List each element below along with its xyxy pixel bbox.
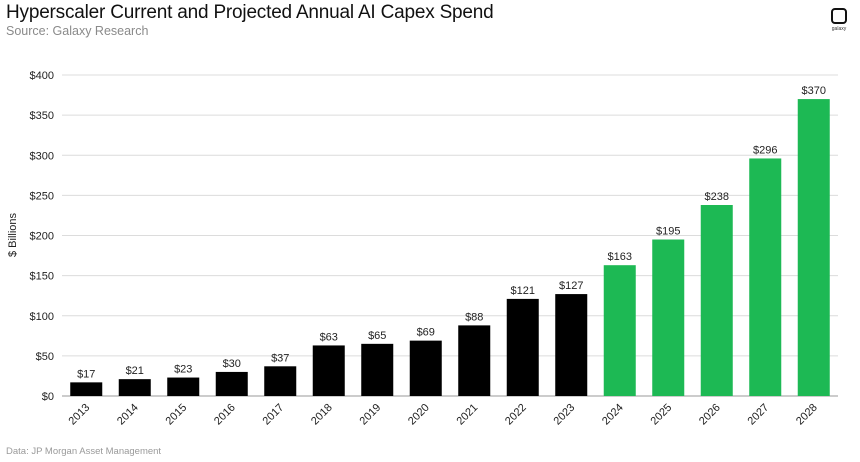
bar-2013 [70, 382, 103, 396]
x-tick-label: 2028 [794, 402, 820, 428]
y-tick-label: $0 [42, 391, 54, 403]
data-label-2013: $17 [77, 368, 95, 380]
bar-2026 [700, 205, 733, 396]
x-tick-label: 2026 [697, 402, 723, 428]
bar-2022 [506, 298, 539, 396]
data-label-2028: $370 [802, 85, 826, 97]
galaxy-logo: galaxy [826, 8, 852, 32]
y-tick-label: $400 [30, 70, 54, 82]
bar-2016 [215, 371, 248, 396]
x-axis-ticks: 2013 2014 2015 2016 2017 2018 2019 2020 2021 2022… [67, 402, 820, 428]
x-tick-label: 2015 [164, 402, 190, 428]
bar-2025 [652, 239, 685, 396]
data-label-2015: $23 [174, 364, 192, 376]
x-tick-label: 2013 [67, 402, 93, 428]
y-tick-label: $350 [30, 110, 54, 122]
y-axis-ticks: $0 $50 $100 $150 $200 $250 $300 $350 $400 [30, 70, 54, 403]
data-label-2024: $163 [608, 251, 632, 263]
bar-2023 [555, 294, 588, 396]
bar-2014 [118, 379, 151, 396]
data-label-2019: $65 [368, 330, 386, 342]
x-tick-label: 2023 [552, 402, 578, 428]
data-labels: $17 $21 $23 $30 $37 $63 $65 $69 $88 $121 $127 $163 $… [77, 85, 826, 380]
y-tick-label: $300 [30, 150, 54, 162]
x-tick-label: 2022 [503, 402, 529, 428]
bar-2027 [749, 158, 782, 396]
x-tick-label: 2017 [261, 402, 287, 428]
x-tick-label: 2024 [600, 402, 626, 428]
x-tick-label: 2020 [406, 402, 432, 428]
data-label-2025: $195 [656, 226, 680, 238]
data-label-2017: $37 [271, 352, 289, 364]
bar-2021 [458, 325, 491, 396]
bar-2028 [797, 99, 830, 396]
logo-text: galaxy [831, 26, 847, 32]
x-tick-label: 2021 [455, 402, 481, 428]
x-tick-label: 2019 [358, 402, 384, 428]
bar-2015 [167, 377, 200, 396]
x-tick-label: 2016 [212, 402, 238, 428]
bar-2018 [312, 345, 345, 396]
bars [70, 99, 830, 396]
y-tick-label: $250 [30, 190, 54, 202]
data-label-2026: $238 [705, 191, 729, 203]
y-tick-label: $50 [36, 351, 54, 363]
y-tick-label: $200 [30, 231, 54, 243]
x-tick-label: 2025 [649, 402, 675, 428]
chart-title: Hyperscaler Current and Projected Annual… [6, 2, 494, 23]
x-tick-label: 2014 [115, 402, 141, 428]
data-label-2023: $127 [559, 280, 583, 292]
chart-subtitle: Source: Galaxy Research [6, 24, 149, 38]
data-label-2027: $296 [753, 144, 777, 156]
data-label-2016: $30 [223, 358, 241, 370]
galaxy-logo-icon [831, 8, 847, 24]
x-tick-label: 2018 [309, 402, 335, 428]
data-label-2022: $121 [511, 285, 535, 297]
y-tick-label: $150 [30, 271, 54, 283]
bar-2019 [361, 343, 394, 396]
bar-2017 [264, 366, 297, 396]
data-label-2018: $63 [320, 331, 338, 343]
x-tick-label: 2027 [746, 402, 772, 428]
y-axis-label: $ Billions [7, 212, 19, 257]
data-label-2021: $88 [465, 311, 483, 323]
bar-2024 [603, 265, 636, 396]
bar-2020 [409, 340, 442, 396]
data-source-note: Data: JP Morgan Asset Management [6, 446, 162, 457]
y-tick-label: $100 [30, 311, 54, 323]
data-label-2014: $21 [126, 365, 144, 377]
data-label-2020: $69 [417, 327, 435, 339]
